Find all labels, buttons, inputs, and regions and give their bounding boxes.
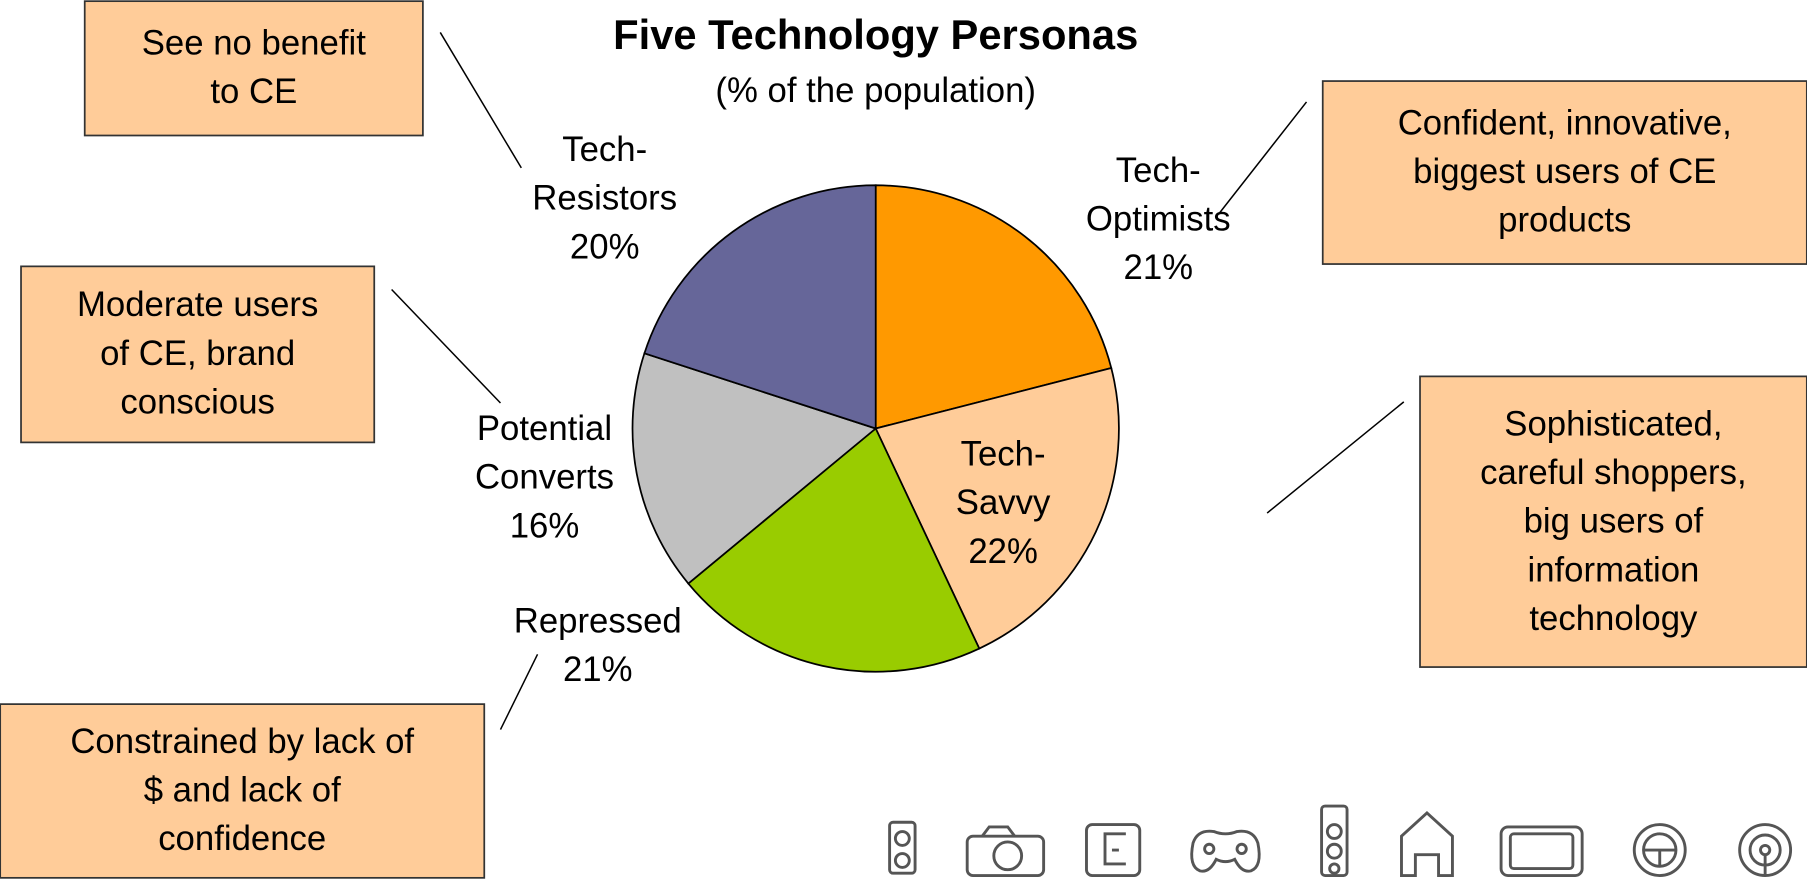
annotation-line: See no benefit	[141, 24, 366, 63]
pie-slice	[643, 184, 877, 430]
annotation: Confident, innovative, biggest users of C…	[1323, 81, 1807, 264]
category-label: Repressed	[513, 602, 682, 641]
slice-label: Potential Converts 16%	[423, 405, 666, 551]
annotation-body: Moderate users of CE, brand conscious	[21, 266, 374, 442]
leader-line	[391, 289, 502, 404]
annotation-line: conscious	[120, 383, 275, 422]
annotation-body: Sophisticated, careful shoppers, big users…	[1420, 376, 1807, 667]
annotation-line: Sophisticated,	[1504, 404, 1723, 443]
annotation-line: big users of	[1523, 502, 1704, 541]
category-label: Tech-Optimists	[1085, 151, 1231, 239]
chart-subtitle: (% of the population)	[715, 72, 1036, 110]
value-label: 16%	[509, 507, 580, 546]
slice-label: Repressed 21%	[459, 598, 737, 695]
value-label: 20%	[569, 228, 640, 267]
pie-slice	[874, 184, 1113, 430]
annotation: Moderate users of CE, brand conscious	[21, 266, 374, 442]
category-label: Tech-Resistors	[532, 130, 678, 218]
annotation-box	[0, 703, 486, 879]
leader-line	[1217, 101, 1308, 215]
annotation-line: Constrained by lack of	[70, 722, 415, 761]
leader-line	[439, 32, 522, 169]
annotation-line: technology	[1529, 599, 1698, 638]
annotation-body: Constrained by lack of $ and lack of confi…	[0, 704, 484, 878]
annotation: Sophisticated, careful shoppers, big users…	[1420, 376, 1807, 667]
annotation-line: careful shoppers,	[1480, 453, 1747, 492]
annotation-line: confidence	[158, 819, 327, 859]
slice-label-body: Tech-Resistors 20%	[489, 126, 721, 272]
slice-label-body: Potential Converts 16%	[423, 405, 666, 551]
annotation: Constrained by lack of $ and lack of confi…	[0, 704, 484, 878]
annotation: See no benefit to CE	[85, 1, 423, 135]
leader-lines	[391, 32, 1405, 730]
slice-label-body: Tech-Savvy 22%	[916, 431, 1090, 577]
slice-label: Tech-Resistors 20%	[489, 126, 721, 272]
category-label: Potential Converts	[474, 409, 614, 497]
annotation-box	[1419, 375, 1807, 668]
value-label: 21%	[1123, 248, 1194, 288]
annotation-line: $ and lack of	[143, 771, 341, 810]
pie-slice	[874, 366, 1120, 650]
pie-slice	[687, 427, 981, 673]
annotation-line: Confident, innovative,	[1397, 104, 1732, 143]
slice-label-body: Repressed 21%	[459, 598, 737, 695]
annotation-line: information	[1527, 550, 1700, 589]
category-label: Tech-Savvy	[955, 435, 1051, 523]
value-label: 21%	[562, 650, 633, 690]
slice-label: Tech-Savvy 22%	[916, 431, 1090, 577]
annotation-line: biggest users of CE	[1413, 152, 1717, 192]
annotation-body: Confident, innovative, biggest users of C…	[1323, 81, 1807, 264]
chart-title: Five Technology Personas	[613, 11, 1138, 58]
leader-line	[499, 653, 539, 730]
pie-slice	[631, 352, 878, 585]
annotation-box	[83, 0, 424, 137]
value-label: 22%	[968, 532, 1038, 571]
leader-line	[1266, 401, 1405, 514]
annotation-box	[20, 265, 376, 444]
annotation-line: products	[1498, 201, 1632, 240]
device-icons	[888, 804, 1793, 877]
annotation-body: See no benefit to CE	[85, 1, 423, 135]
annotation-line: to CE	[210, 72, 298, 112]
slice-label: Tech-Optimists 21%	[1042, 147, 1274, 293]
pie	[631, 184, 1120, 673]
annotation-line: Moderate users	[76, 286, 319, 325]
annotation-line: of CE, brand	[100, 334, 296, 373]
slice-label-body: Tech-Optimists 21%	[1042, 147, 1274, 293]
